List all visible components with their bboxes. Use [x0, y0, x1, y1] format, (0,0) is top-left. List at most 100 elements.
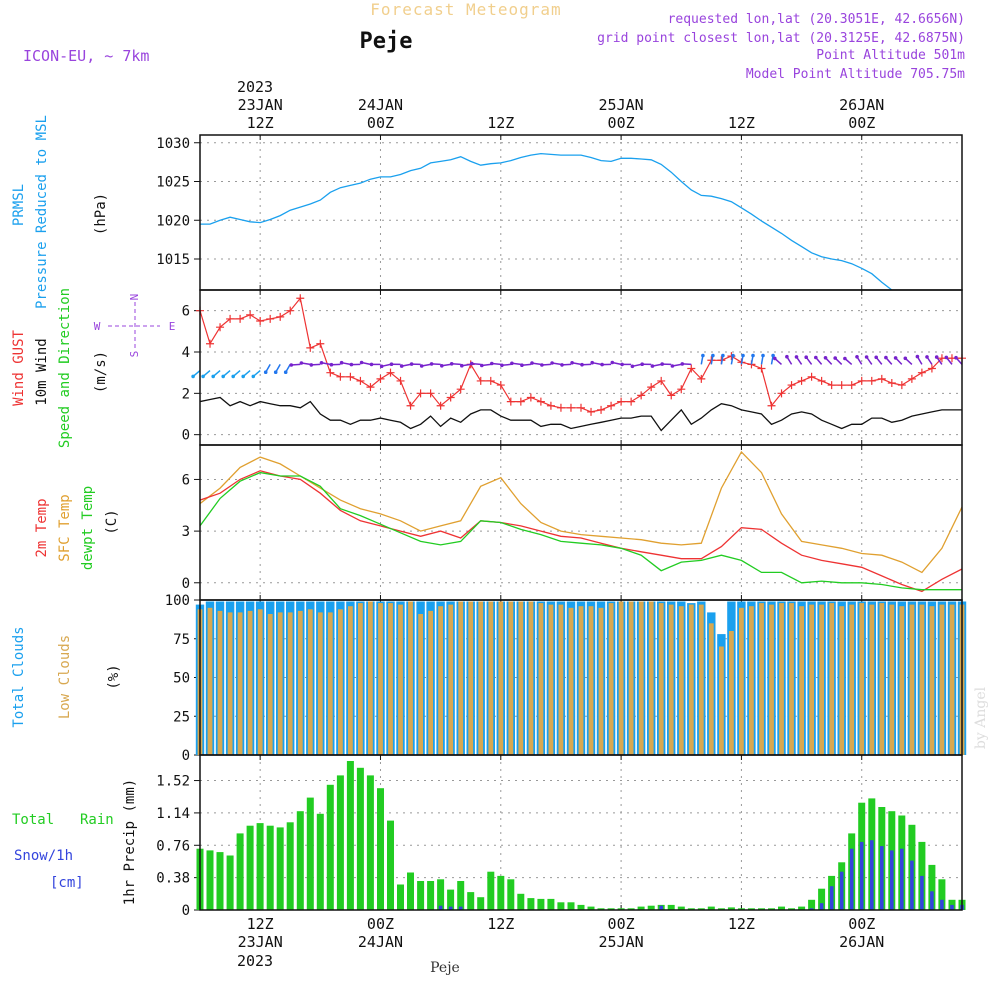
y-tick-label-wind-1: 2 [182, 386, 190, 402]
gust-point [436, 401, 445, 410]
low-cloud-bar [628, 601, 634, 755]
rain-bar [527, 898, 535, 910]
low-clouds-label: Low Clouds [57, 635, 73, 719]
wind-arrow-head [419, 364, 424, 368]
low-cloud-bar [388, 603, 393, 755]
precip-unit-label: 1hr Precip (mm) [122, 779, 138, 905]
gust-point [887, 379, 896, 387]
low-cloud-bar [719, 646, 724, 755]
snow-bar [870, 840, 874, 910]
rain-bar [517, 893, 525, 910]
snow-bar [950, 904, 954, 910]
gust-point [647, 383, 656, 392]
panel-frame-precip [199, 754, 963, 911]
gust-point [246, 310, 255, 319]
low-cloud-bar [698, 604, 704, 755]
compass-south: S [128, 351, 141, 358]
rain-bar [447, 889, 455, 910]
low-cloud-bar [338, 609, 343, 755]
y-tick-label-pressure-1: 1020 [156, 213, 190, 229]
low-cloud-bar [588, 606, 594, 755]
low-cloud-bar [789, 603, 794, 755]
low-cloud-bar [237, 612, 243, 755]
snow-bar [920, 875, 924, 910]
top-date-label: 25JAN [599, 96, 644, 114]
rain-bar [808, 899, 816, 910]
wind-arrow-head [833, 356, 837, 360]
wind-arrow-head [273, 370, 278, 375]
plot-layer: 10151020102510300246036025507510000.380.… [156, 96, 967, 951]
wind-arrow-head [319, 361, 324, 365]
rain-bar [577, 904, 585, 910]
wind-arrow-head [874, 355, 878, 360]
y-tick-label-clouds-0: 0 [182, 748, 190, 764]
rain-bar [667, 904, 675, 910]
gust-point [366, 383, 375, 392]
snow-bar [849, 848, 854, 910]
gust-point [697, 374, 706, 383]
rain-bar [747, 908, 755, 910]
low-cloud-bar [708, 623, 714, 756]
top-date-label: 26JAN [839, 96, 884, 114]
wind-arrow-head [741, 353, 745, 358]
gust-point [667, 391, 676, 400]
rain-bar [286, 822, 294, 910]
panel-frame-temperature [199, 444, 963, 601]
compass-west: W [94, 320, 101, 333]
gust-point [316, 339, 325, 348]
gust-point [426, 389, 435, 398]
wind-arrow-head [409, 362, 414, 366]
wind-arrow-head [731, 353, 735, 358]
prmsl-label: PRMSL [11, 184, 27, 226]
rain-bar [597, 908, 605, 910]
gust-point [627, 397, 636, 406]
low-cloud-bar [829, 603, 835, 755]
gust-point [847, 381, 856, 390]
gust-point [807, 372, 816, 381]
rain-bar [326, 784, 334, 910]
rain-bar [928, 864, 936, 910]
y-tick-label-precip-3: 1.14 [156, 806, 190, 822]
low-cloud-bar [749, 606, 754, 755]
total-clouds-label: Total Clouds [11, 626, 27, 727]
rain-bar [537, 898, 545, 910]
top-date-label: 23JAN [238, 96, 283, 114]
low-cloud-bar [889, 604, 895, 755]
wind-arrow-head [349, 362, 354, 367]
clouds-unit-label: (%) [106, 664, 122, 689]
wind-arrow-head [309, 363, 314, 367]
precip-cm-label: [cm] [50, 875, 84, 891]
requested-coords: requested lon,lat (20.3051E, 42.6656N) [668, 12, 965, 27]
wind-arrow-head [389, 362, 394, 367]
low-cloud-bar [739, 607, 744, 756]
wind-arrow-head [429, 362, 434, 366]
footer-location: Peje [430, 960, 460, 976]
pressure-line [200, 152, 893, 290]
low-cloud-bar [779, 603, 784, 755]
low-cloud-bar [227, 612, 233, 755]
y-tick-label-temperature-2: 6 [182, 472, 190, 488]
low-cloud-bar [819, 604, 824, 755]
low-cloud-bar [849, 604, 855, 755]
y-tick-label-temperature-0: 0 [182, 576, 190, 592]
rain-bar [717, 908, 725, 910]
wind-arrow-head [640, 362, 644, 367]
wind-arrow-head [263, 370, 268, 375]
wind-unit-label: (m/s) [93, 351, 109, 393]
rain-bar [366, 775, 374, 910]
rain-bar [758, 908, 765, 910]
snow-bar [839, 871, 844, 910]
point-altitude: Point Altitude 501m [816, 48, 965, 63]
gust-point [306, 343, 315, 352]
gust-point [837, 381, 846, 390]
low-cloud-bar [488, 601, 494, 755]
low-cloud-bar [939, 604, 945, 755]
gust-point [216, 323, 225, 332]
snow-bar [910, 860, 914, 910]
gust-point [797, 376, 806, 385]
low-cloud-bar [598, 607, 604, 756]
wind-arrow-head [359, 360, 364, 365]
gust-point [907, 374, 916, 383]
low-cloud-bar [297, 610, 303, 755]
y-tick-label-pressure-3: 1030 [156, 136, 190, 152]
